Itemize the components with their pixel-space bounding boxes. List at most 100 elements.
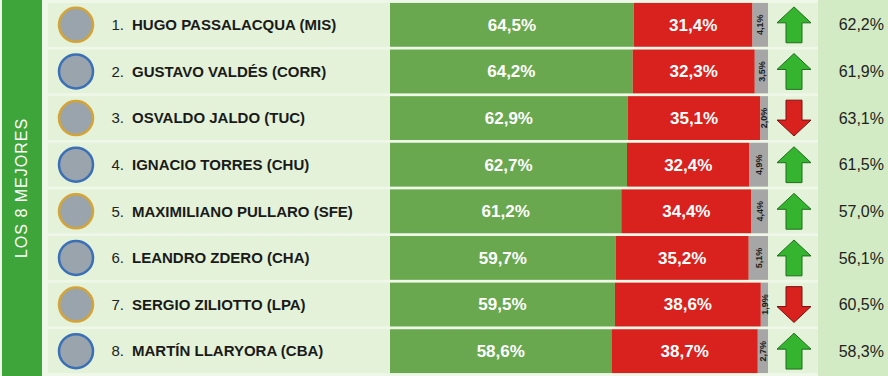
avatar bbox=[59, 101, 93, 135]
avatar bbox=[59, 8, 93, 42]
rank-label: 6. bbox=[111, 249, 124, 266]
bar-segment bbox=[628, 96, 761, 140]
data-label: 34,4% bbox=[662, 202, 710, 221]
bar-segment bbox=[633, 50, 755, 94]
category-label: LEANDRO ZDERO (CHA) bbox=[132, 249, 310, 266]
bar-segment bbox=[390, 143, 627, 187]
data-label: 59,5% bbox=[478, 295, 526, 314]
row-background bbox=[48, 189, 888, 233]
trend-arrow bbox=[777, 7, 811, 43]
avatar bbox=[59, 241, 93, 275]
previous-label: 58,3% bbox=[839, 343, 884, 360]
rank-label: 1. bbox=[111, 16, 124, 33]
background bbox=[0, 0, 888, 376]
previous-background bbox=[818, 0, 888, 376]
row-background bbox=[48, 283, 888, 327]
row-background bbox=[48, 50, 888, 94]
rank-label: 4. bbox=[111, 156, 124, 173]
previous-label: 57,0% bbox=[839, 203, 884, 220]
trend-arrow bbox=[777, 287, 811, 323]
data-label: 61,2% bbox=[482, 202, 530, 221]
rank-label: 2. bbox=[111, 63, 124, 80]
data-label: 62,7% bbox=[484, 156, 532, 175]
data-label: 62,9% bbox=[485, 109, 533, 128]
bar-segment bbox=[390, 283, 615, 327]
bar-segment bbox=[615, 283, 761, 327]
trend-arrows bbox=[777, 7, 811, 369]
trend-arrow bbox=[777, 193, 811, 229]
previous-label: 61,5% bbox=[839, 156, 884, 173]
data-label: 38,6% bbox=[664, 295, 712, 314]
data-labels: 64,5% 31,4% 4,1% 64,2% 32,3% 3,5% 62,9% 35,1% 2,… bbox=[477, 15, 770, 362]
avatar bbox=[59, 194, 93, 228]
data-label: 1,9% bbox=[760, 294, 770, 315]
data-label: 5,1% bbox=[754, 248, 764, 269]
trend-arrow bbox=[777, 333, 811, 369]
bar-segment bbox=[627, 143, 749, 187]
row-background bbox=[48, 3, 888, 47]
data-label: 35,1% bbox=[670, 109, 718, 128]
previous-column: 62,2% 61,9% 63,1% 61,5% 57,0% 56,1% 60,5% 58,3% bbox=[818, 0, 888, 376]
bar-segment bbox=[390, 329, 612, 373]
trend-arrow bbox=[777, 100, 811, 136]
rank-label: 3. bbox=[111, 109, 124, 126]
data-label: 4,4% bbox=[755, 201, 765, 222]
category-label: OSVALDO JALDO (TUC) bbox=[132, 109, 305, 126]
previous-label: 60,5% bbox=[839, 296, 884, 313]
category-label: MAXIMILIANO PULLARO (SFE) bbox=[132, 203, 353, 220]
previous-label: 56,1% bbox=[839, 250, 884, 267]
bar-segment bbox=[390, 96, 628, 140]
rank-label: 8. bbox=[111, 342, 124, 359]
bar-segment bbox=[621, 189, 751, 233]
avatar bbox=[59, 288, 93, 322]
bar-segment bbox=[749, 236, 768, 280]
rows bbox=[48, 3, 888, 373]
bar-segment bbox=[753, 3, 768, 47]
previous-label: 62,2% bbox=[839, 16, 884, 33]
data-label: 3,5% bbox=[757, 61, 767, 82]
data-label: 35,2% bbox=[658, 249, 706, 268]
avatar bbox=[59, 54, 93, 88]
bar-segment bbox=[758, 329, 768, 373]
bar-segment bbox=[749, 143, 768, 187]
avatar bbox=[59, 334, 93, 368]
data-label: 32,4% bbox=[664, 156, 712, 175]
bar-segment bbox=[612, 329, 758, 373]
category-label: IGNACIO TORRES (CHU) bbox=[132, 156, 309, 173]
bar-segment bbox=[390, 236, 616, 280]
data-label: 31,4% bbox=[669, 16, 717, 35]
data-label: 64,2% bbox=[487, 62, 535, 81]
data-label: 38,7% bbox=[661, 342, 709, 361]
chart: LOS 8 MEJORES 1. HUGO PASSALACQUA (MIS) 2. G… bbox=[0, 0, 888, 376]
data-label: 4,1% bbox=[755, 15, 765, 36]
bar-segment bbox=[755, 50, 768, 94]
trend-arrow bbox=[777, 240, 811, 276]
category-label: MARTÍN LLARYORA (CBA) bbox=[132, 342, 323, 359]
data-label: 2,7% bbox=[758, 341, 768, 362]
bar-segment bbox=[390, 50, 633, 94]
category-label: SERGIO ZILIOTTO (LPA) bbox=[132, 296, 306, 313]
data-label: 58,6% bbox=[477, 342, 525, 361]
category-label: GUSTAVO VALDÉS (CORR) bbox=[132, 63, 326, 80]
trend-arrow bbox=[777, 147, 811, 183]
data-label: 59,7% bbox=[479, 249, 527, 268]
category-label: HUGO PASSALACQUA (MIS) bbox=[132, 16, 336, 33]
data-label: 32,3% bbox=[670, 62, 718, 81]
row-background bbox=[48, 329, 888, 373]
avatar bbox=[59, 148, 93, 182]
previous-label: 61,9% bbox=[839, 63, 884, 80]
previous-label: 63,1% bbox=[839, 110, 884, 127]
row-labels: 1. HUGO PASSALACQUA (MIS) 2. GUSTAVO VALDÉS… bbox=[111, 16, 352, 359]
data-label: 2,0% bbox=[759, 108, 769, 129]
bar-segment bbox=[634, 3, 753, 47]
rank-label: 7. bbox=[111, 296, 124, 313]
data-label: 4,9% bbox=[754, 154, 764, 175]
bars bbox=[390, 3, 768, 373]
row-background bbox=[48, 96, 888, 140]
data-label: 64,5% bbox=[488, 16, 536, 35]
row-background bbox=[48, 236, 888, 280]
group-label: LOS 8 MEJORES bbox=[13, 118, 30, 258]
bar-segment bbox=[616, 236, 749, 280]
bar-segment bbox=[751, 189, 768, 233]
row-background bbox=[48, 143, 888, 187]
